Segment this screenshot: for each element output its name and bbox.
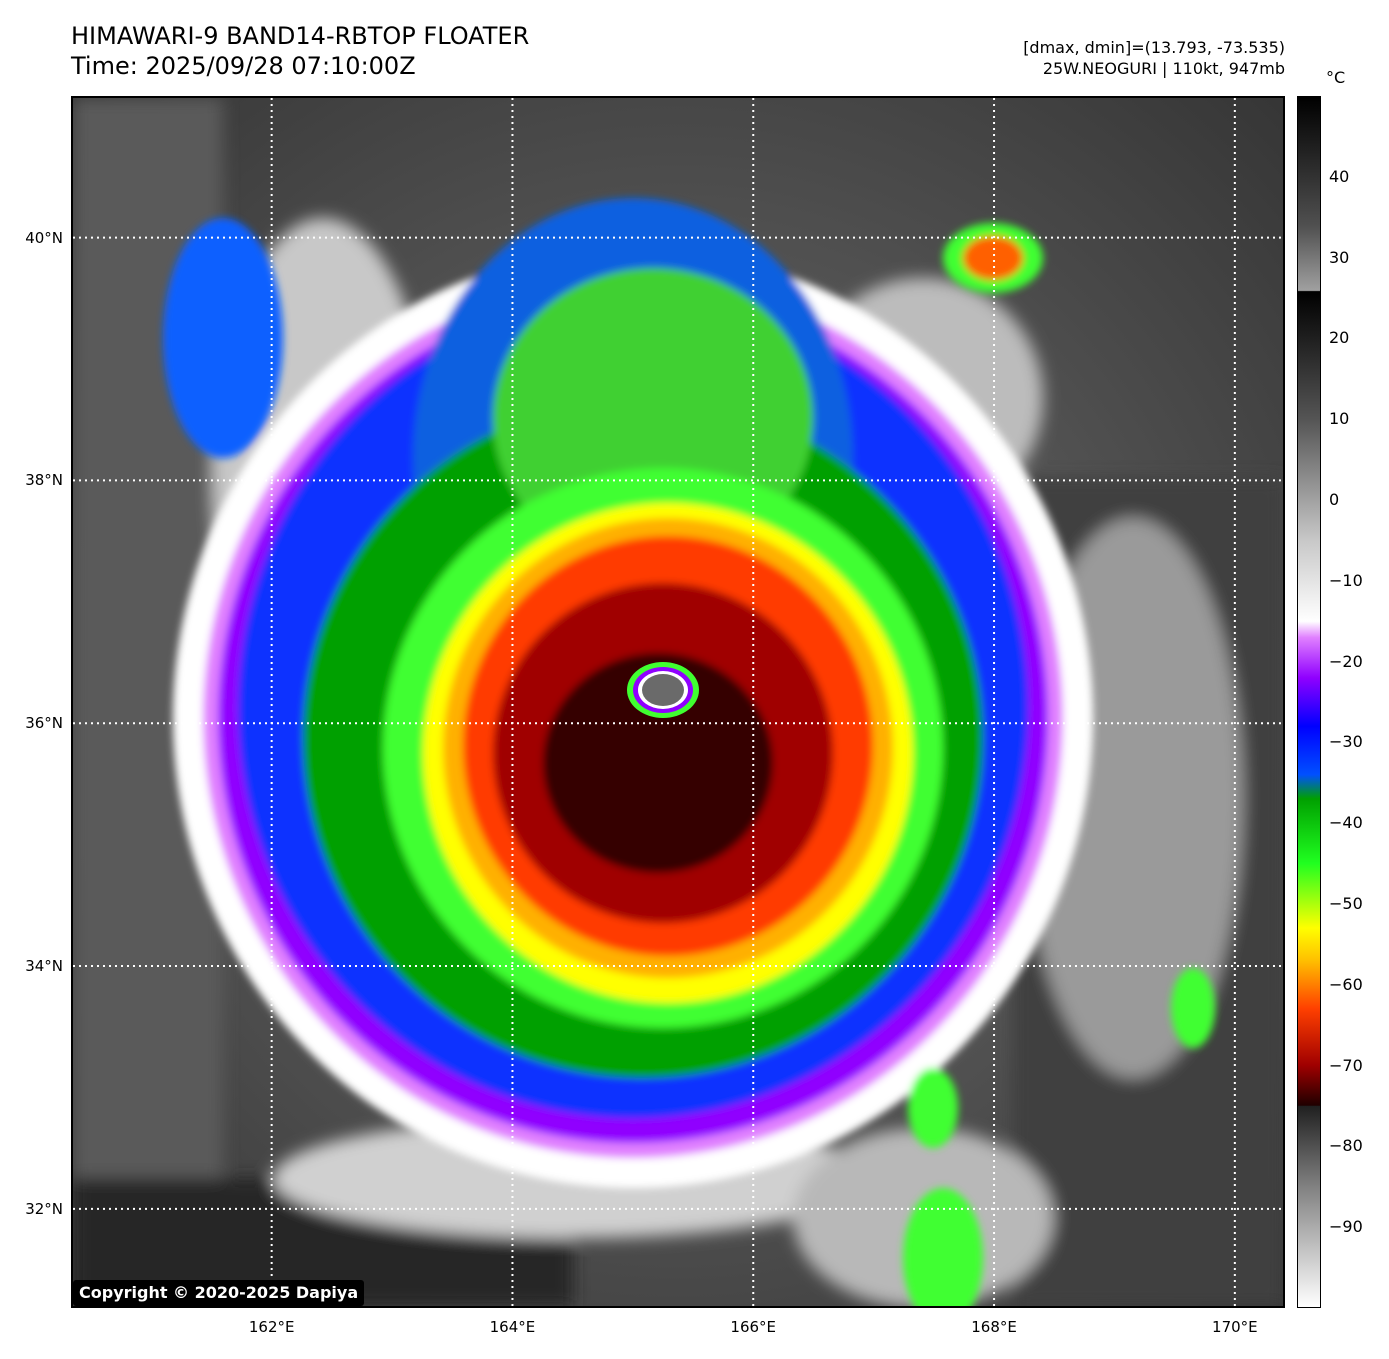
- colorbar-tick: 0: [1329, 490, 1340, 509]
- colorbar-tick: −60: [1329, 974, 1363, 994]
- colorbar-tick: −20: [1329, 651, 1363, 671]
- colorbar-tick: −40: [1329, 813, 1363, 833]
- colorbar-tick: −10: [1329, 570, 1363, 590]
- colorbar-tick: −80: [1329, 1136, 1363, 1156]
- colorbar-tick: 30: [1329, 247, 1350, 267]
- copyright-badge: Copyright © 2020-2025 Dapiya: [73, 1280, 365, 1306]
- colorbar-tick: −50: [1329, 894, 1363, 913]
- lon-tick-label: 164°E: [489, 1318, 536, 1336]
- lon-tick-label: 170°E: [1212, 1318, 1258, 1336]
- lon-tick-label: 166°E: [730, 1318, 777, 1336]
- storm-info: 25W.NEOGURI | 110kt, 947mb: [1042, 59, 1285, 78]
- lat-tick-label: 40°N: [25, 228, 63, 247]
- lat-tick-label: 38°N: [25, 471, 63, 490]
- satellite-image: [73, 98, 1283, 1306]
- lat-tick-label: 32°N: [25, 1199, 63, 1218]
- chart-title-line1: HIMAWARI-9 BAND14-RBTOP FLOATER: [71, 22, 530, 50]
- colorbar-tick: −30: [1329, 732, 1363, 752]
- lat-tick-label: 34°N: [25, 957, 63, 976]
- chart-title-time: Time: 2025/09/28 07:10:00Z: [71, 52, 416, 80]
- colorbar-tick: −90: [1329, 1217, 1363, 1237]
- colorbar-tick: 40: [1329, 166, 1350, 186]
- colorbar-tick: 20: [1329, 328, 1350, 348]
- lat-tick-label: 36°N: [25, 714, 63, 733]
- colorbar-tick: 10: [1329, 409, 1350, 429]
- colorbar-tick: −70: [1329, 1055, 1363, 1075]
- lon-tick-label: 168°E: [971, 1318, 1017, 1336]
- colorbar-unit: °C: [1326, 68, 1346, 87]
- colorbar: [1297, 96, 1321, 1308]
- dmax-dmin-readout: [dmax, dmin]=(13.793, -73.535): [1023, 38, 1285, 57]
- lon-tick-label: 162°E: [248, 1318, 295, 1336]
- satellite-map: [71, 96, 1285, 1308]
